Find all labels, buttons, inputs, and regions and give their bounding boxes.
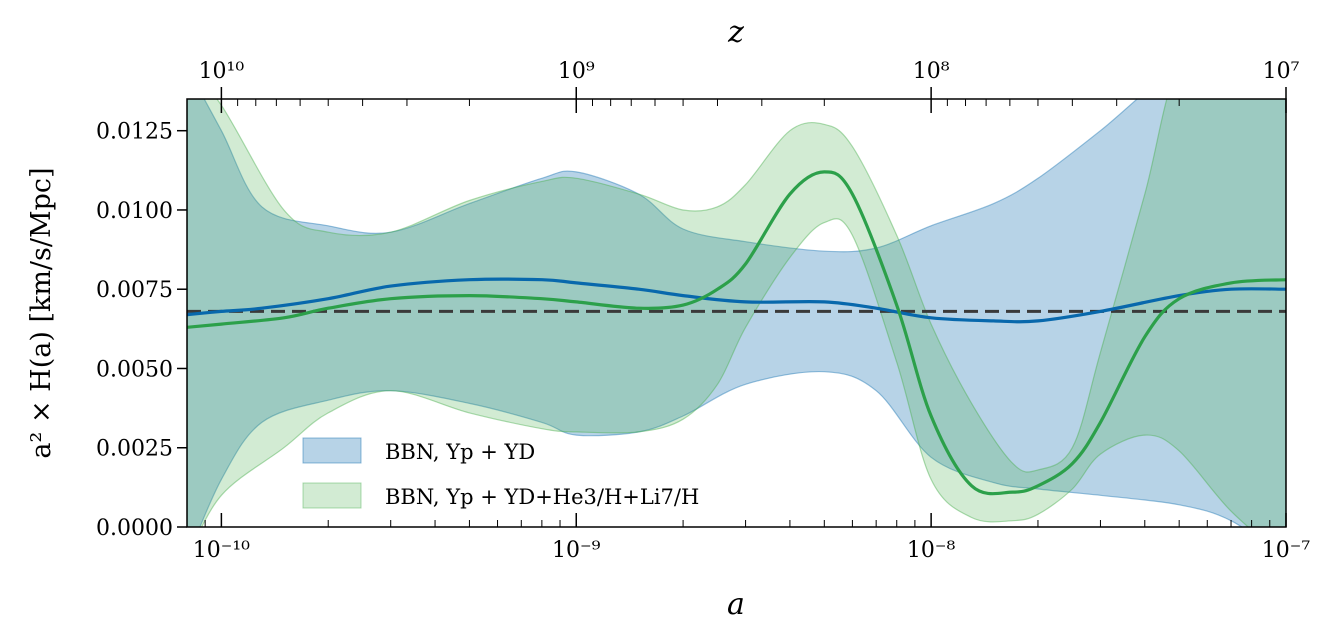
ticks-layer: 10⁻¹⁰ 10⁻⁹ 10⁻⁸ 10⁻⁷ 10¹⁰ 10⁹ 10⁸ 10⁷ 0.0000 0.00… bbox=[96, 59, 1310, 563]
x-axis-title: a bbox=[727, 587, 745, 622]
lines-layer bbox=[187, 170, 1286, 496]
x2-tick-label: 10⁹ bbox=[558, 59, 595, 84]
legend-label-1: BBN, Yp + YD+He3/H+Li7/H bbox=[385, 485, 699, 509]
y-tick-label: 0.0050 bbox=[96, 357, 173, 382]
series-line-0 bbox=[187, 277, 1286, 324]
y-tick-label: 0.0025 bbox=[96, 437, 173, 462]
bands-layer bbox=[187, 99, 1286, 527]
x2-tick-label: 10¹⁰ bbox=[199, 59, 245, 84]
y-tick-label: 0.0075 bbox=[96, 278, 173, 303]
legend-swatch-0 bbox=[302, 437, 362, 464]
y-axis-title: a² × H(a) [km/s/Mpc] bbox=[26, 167, 57, 458]
plot-frame bbox=[186, 98, 1287, 528]
y-tick-label: 0.0000 bbox=[96, 516, 173, 541]
x-tick-label: 10⁻⁷ bbox=[1262, 538, 1311, 563]
x-tick-label: 10⁻¹⁰ bbox=[193, 538, 250, 563]
x-tick-label: 10⁻⁸ bbox=[907, 538, 956, 563]
y-tick-label: 0.0100 bbox=[96, 199, 173, 224]
y-tick-label: 0.0125 bbox=[96, 120, 173, 145]
confidence-band-1 bbox=[187, 99, 1286, 527]
confidence-band-0 bbox=[187, 99, 1286, 527]
series-line-1 bbox=[187, 170, 1286, 496]
x2-tick-label: 10⁷ bbox=[1263, 59, 1300, 84]
legend-swatch-1 bbox=[302, 482, 362, 509]
legend: BBN, Yp + YD BBN, Yp + YD+He3/H+Li7/H bbox=[302, 437, 699, 509]
x2-tick-label: 10⁸ bbox=[913, 59, 950, 84]
x-tick-label: 10⁻⁹ bbox=[552, 538, 601, 563]
legend-label-0: BBN, Yp + YD bbox=[385, 440, 535, 464]
x2-axis-title: z bbox=[727, 15, 744, 50]
